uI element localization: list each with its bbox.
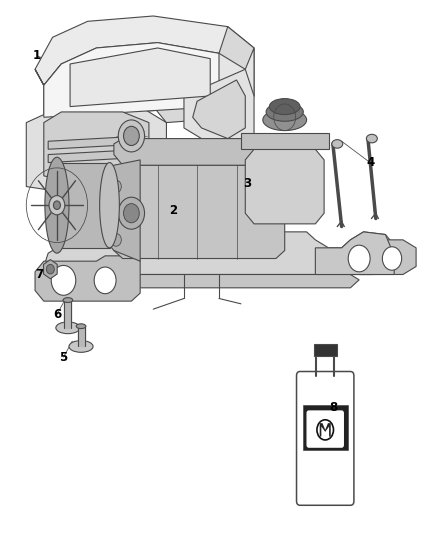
Ellipse shape [366, 134, 377, 143]
Polygon shape [48, 136, 145, 149]
Circle shape [382, 247, 402, 270]
Circle shape [94, 267, 116, 294]
Polygon shape [35, 16, 254, 85]
Text: 8: 8 [329, 401, 337, 414]
Text: 3: 3 [244, 177, 251, 190]
Polygon shape [320, 423, 331, 437]
Circle shape [111, 207, 121, 220]
Ellipse shape [45, 157, 69, 253]
Circle shape [124, 204, 139, 223]
FancyBboxPatch shape [307, 411, 343, 447]
Ellipse shape [99, 163, 119, 248]
Polygon shape [193, 80, 245, 139]
Text: 2: 2 [169, 204, 177, 217]
Ellipse shape [76, 324, 86, 328]
Text: 4: 4 [366, 156, 374, 169]
Ellipse shape [263, 109, 307, 131]
Circle shape [348, 245, 370, 272]
Polygon shape [359, 240, 416, 274]
Polygon shape [184, 69, 254, 149]
Polygon shape [153, 107, 237, 123]
Polygon shape [64, 300, 71, 328]
Polygon shape [105, 160, 140, 261]
Polygon shape [26, 107, 166, 197]
FancyBboxPatch shape [297, 372, 354, 505]
Text: 7: 7 [35, 268, 43, 281]
Polygon shape [114, 139, 285, 165]
Circle shape [118, 120, 145, 152]
Polygon shape [35, 256, 140, 301]
Polygon shape [245, 149, 324, 224]
Ellipse shape [56, 322, 80, 334]
Polygon shape [44, 112, 149, 187]
Circle shape [124, 126, 139, 146]
Polygon shape [44, 43, 219, 117]
Ellipse shape [266, 103, 303, 122]
Circle shape [46, 264, 54, 274]
Circle shape [118, 197, 145, 229]
Polygon shape [70, 48, 210, 107]
Polygon shape [35, 48, 254, 117]
Polygon shape [219, 27, 254, 117]
Ellipse shape [332, 140, 343, 148]
Polygon shape [78, 326, 85, 346]
Circle shape [51, 265, 76, 295]
Circle shape [53, 201, 60, 209]
Ellipse shape [69, 341, 93, 352]
Ellipse shape [269, 99, 300, 115]
Polygon shape [114, 165, 285, 259]
Circle shape [111, 233, 121, 246]
Polygon shape [48, 149, 145, 163]
Ellipse shape [63, 297, 73, 303]
Circle shape [111, 180, 121, 193]
Polygon shape [79, 274, 359, 288]
Polygon shape [315, 232, 394, 274]
Polygon shape [241, 133, 328, 149]
Polygon shape [44, 232, 394, 274]
Bar [303, 405, 348, 450]
Bar [57, 163, 110, 248]
FancyBboxPatch shape [314, 344, 336, 356]
Text: 1: 1 [33, 50, 41, 62]
Text: 6: 6 [53, 308, 61, 321]
Circle shape [49, 196, 65, 215]
Text: 5: 5 [60, 351, 67, 364]
